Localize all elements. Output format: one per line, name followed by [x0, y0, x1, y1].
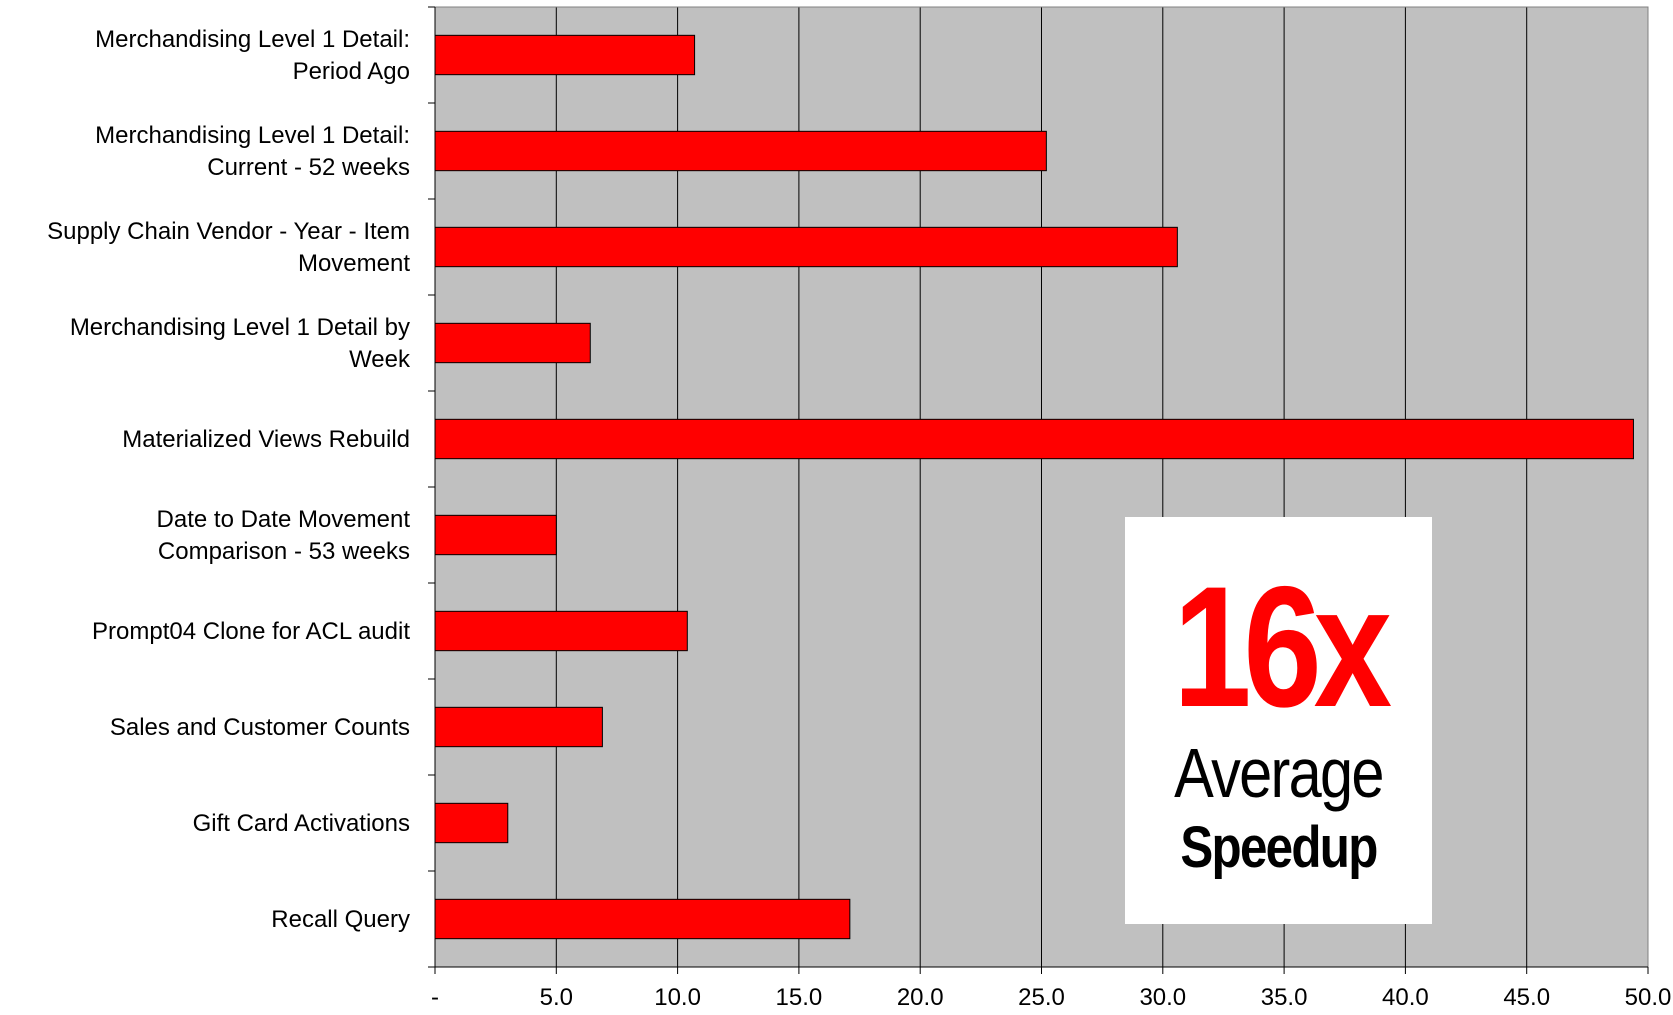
x-tick-label: 5.0: [540, 984, 573, 1011]
category-label: Date to Date Movement: [157, 506, 411, 533]
category-label: Movement: [298, 250, 410, 277]
bar: [434, 610, 688, 652]
bar: [434, 802, 509, 844]
bar: [434, 706, 603, 748]
category-label: Merchandising Level 1 Detail:: [95, 26, 410, 53]
bar: [434, 226, 1178, 268]
x-tick-label: 50.0: [1625, 984, 1672, 1011]
category-label: Gift Card Activations: [193, 810, 410, 837]
x-tick-label: 25.0: [1018, 984, 1065, 1011]
bar: [434, 130, 1047, 172]
category-label: Current - 52 weeks: [207, 154, 410, 181]
bar: [434, 34, 696, 76]
category-label: Recall Query: [271, 906, 410, 933]
speedup-caption-line2: Speedup: [1180, 815, 1378, 880]
bar: [434, 322, 591, 364]
category-label: Supply Chain Vendor - Year - Item: [47, 218, 410, 245]
bar: [434, 514, 557, 556]
bar: [434, 898, 851, 940]
x-tick-label: 10.0: [654, 984, 701, 1011]
category-label: Period Ago: [293, 58, 410, 85]
category-label: Week: [349, 346, 411, 373]
x-tick-label: 40.0: [1382, 984, 1429, 1011]
x-tick-label: 45.0: [1503, 984, 1550, 1011]
category-label: Merchandising Level 1 Detail by: [70, 314, 410, 341]
x-tick-label: 20.0: [897, 984, 944, 1011]
x-tick-label: -: [431, 984, 439, 1011]
x-tick-label: 30.0: [1139, 984, 1186, 1011]
category-label: Merchandising Level 1 Detail:: [95, 122, 410, 149]
category-label: Prompt04 Clone for ACL audit: [92, 618, 410, 645]
speedup-value: 16x: [1173, 551, 1392, 743]
speedup-caption-line1: Average: [1174, 734, 1384, 812]
category-label: Comparison - 53 weeks: [158, 538, 410, 565]
category-label: Sales and Customer Counts: [110, 714, 410, 741]
category-label: Materialized Views Rebuild: [122, 426, 410, 453]
bar: [434, 418, 1634, 460]
average-speedup-callout: 16x Average Speedup: [1125, 517, 1432, 924]
x-tick-label: 15.0: [776, 984, 823, 1011]
x-tick-label: 35.0: [1261, 984, 1308, 1011]
